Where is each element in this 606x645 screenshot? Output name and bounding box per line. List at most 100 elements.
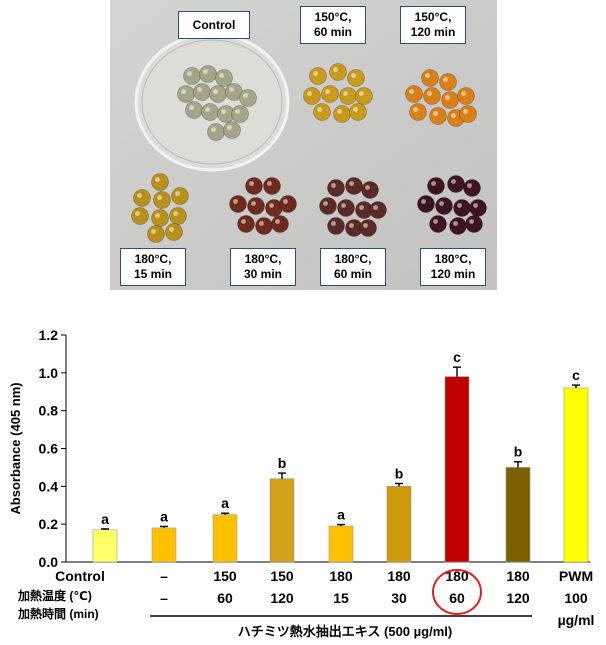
unit-label: µg/ml: [558, 612, 595, 628]
bead: [207, 123, 225, 141]
y-tick-label: 1.0: [39, 365, 59, 381]
significance-letter: b: [278, 455, 287, 471]
time-label: 120: [506, 590, 530, 606]
bead-highlight: [349, 181, 354, 186]
photo-label: 180°C, 30 min: [230, 248, 296, 286]
bead-highlight: [431, 181, 436, 186]
photo-label: 180°C, 15 min: [120, 248, 186, 286]
y-tick-label: 0.4: [39, 478, 59, 494]
bead-highlight: [219, 73, 224, 78]
y-tick-label: 0.8: [39, 403, 59, 419]
bead: [449, 217, 467, 235]
bead: [359, 219, 377, 237]
significance-letter: c: [453, 349, 461, 365]
bead-highlight: [155, 213, 160, 218]
bead: [423, 87, 441, 105]
bead: [347, 69, 365, 87]
bead: [151, 173, 169, 191]
row-label: 加熱時間 (min): [17, 606, 99, 621]
bead: [345, 177, 363, 195]
bead: [429, 107, 447, 125]
bead: [133, 189, 151, 207]
time-label: 15: [333, 590, 349, 606]
photo-label: 180°C, 120 min: [420, 248, 486, 286]
significance-letter: b: [514, 444, 523, 460]
bead-highlight: [373, 205, 378, 210]
bead: [247, 197, 265, 215]
bead-group: [303, 63, 373, 123]
bead: [229, 195, 247, 213]
bead: [339, 87, 357, 105]
bead-highlight: [203, 69, 208, 74]
bead: [183, 67, 201, 85]
bead-highlight: [313, 71, 318, 76]
bead-highlight: [213, 89, 218, 94]
bead: [223, 121, 241, 139]
bead-highlight: [243, 93, 248, 98]
time-label: 60: [217, 590, 233, 606]
bead-group: [229, 177, 297, 235]
temperature-label: 150: [270, 568, 294, 584]
bead-highlight: [241, 219, 246, 224]
row-label: 加熱温度 (℃): [17, 588, 92, 603]
bead-highlight: [275, 219, 280, 224]
bead-highlight: [235, 109, 240, 114]
bead: [349, 103, 367, 121]
bead-group: [131, 173, 189, 243]
bead: [435, 197, 453, 215]
bar: [444, 376, 470, 563]
bead-highlight: [333, 67, 338, 72]
bead: [321, 85, 339, 103]
bead-group: [417, 175, 487, 235]
bar: [92, 529, 118, 563]
bead-highlight: [187, 71, 192, 76]
y-tick-label: 0.0: [39, 554, 59, 570]
bead-highlight: [251, 201, 256, 206]
bar: [563, 387, 589, 563]
absorbance-bar-chart: 0.0 0.2 0.4 0.6 0.8 1.0 1.2 Absorbance (405 nm)…: [8, 327, 595, 639]
significance-letter: a: [160, 508, 168, 524]
bead-highlight: [221, 109, 226, 114]
bead: [171, 187, 189, 205]
bead: [361, 181, 379, 199]
bead: [153, 191, 171, 209]
bead-highlight: [233, 199, 238, 204]
bead-group: [177, 65, 257, 141]
bead-highlight: [175, 191, 180, 196]
bar: [328, 525, 354, 563]
bead: [459, 105, 477, 123]
bead-highlight: [317, 107, 322, 112]
bead: [185, 101, 203, 119]
bead: [239, 89, 257, 107]
bead: [147, 225, 165, 243]
bead-highlight: [229, 87, 234, 92]
bead: [131, 207, 149, 225]
bead: [313, 103, 331, 121]
y-tick-label: 0.2: [39, 516, 59, 532]
bead: [303, 87, 321, 105]
bar: [151, 527, 177, 563]
bead: [463, 179, 481, 197]
y-tick-label: 1.2: [39, 327, 59, 343]
bead: [215, 69, 233, 87]
bead-highlight: [331, 221, 336, 226]
bead: [405, 85, 423, 103]
bead: [469, 199, 487, 217]
bead: [439, 73, 457, 91]
bead-highlight: [267, 181, 272, 186]
bead-highlight: [457, 203, 462, 208]
time-label: 60: [449, 590, 465, 606]
bead: [465, 215, 483, 233]
bead: [327, 179, 345, 197]
bead: [337, 199, 355, 217]
photo-label: 180°C, 60 min: [320, 248, 386, 286]
bead-highlight: [135, 211, 140, 216]
bead: [421, 69, 439, 87]
time-label: –: [160, 590, 168, 606]
bead: [453, 199, 471, 217]
bead-highlight: [169, 227, 174, 232]
bead-highlight: [205, 107, 210, 112]
bead: [427, 177, 445, 195]
bead: [409, 103, 427, 121]
bead: [329, 63, 347, 81]
